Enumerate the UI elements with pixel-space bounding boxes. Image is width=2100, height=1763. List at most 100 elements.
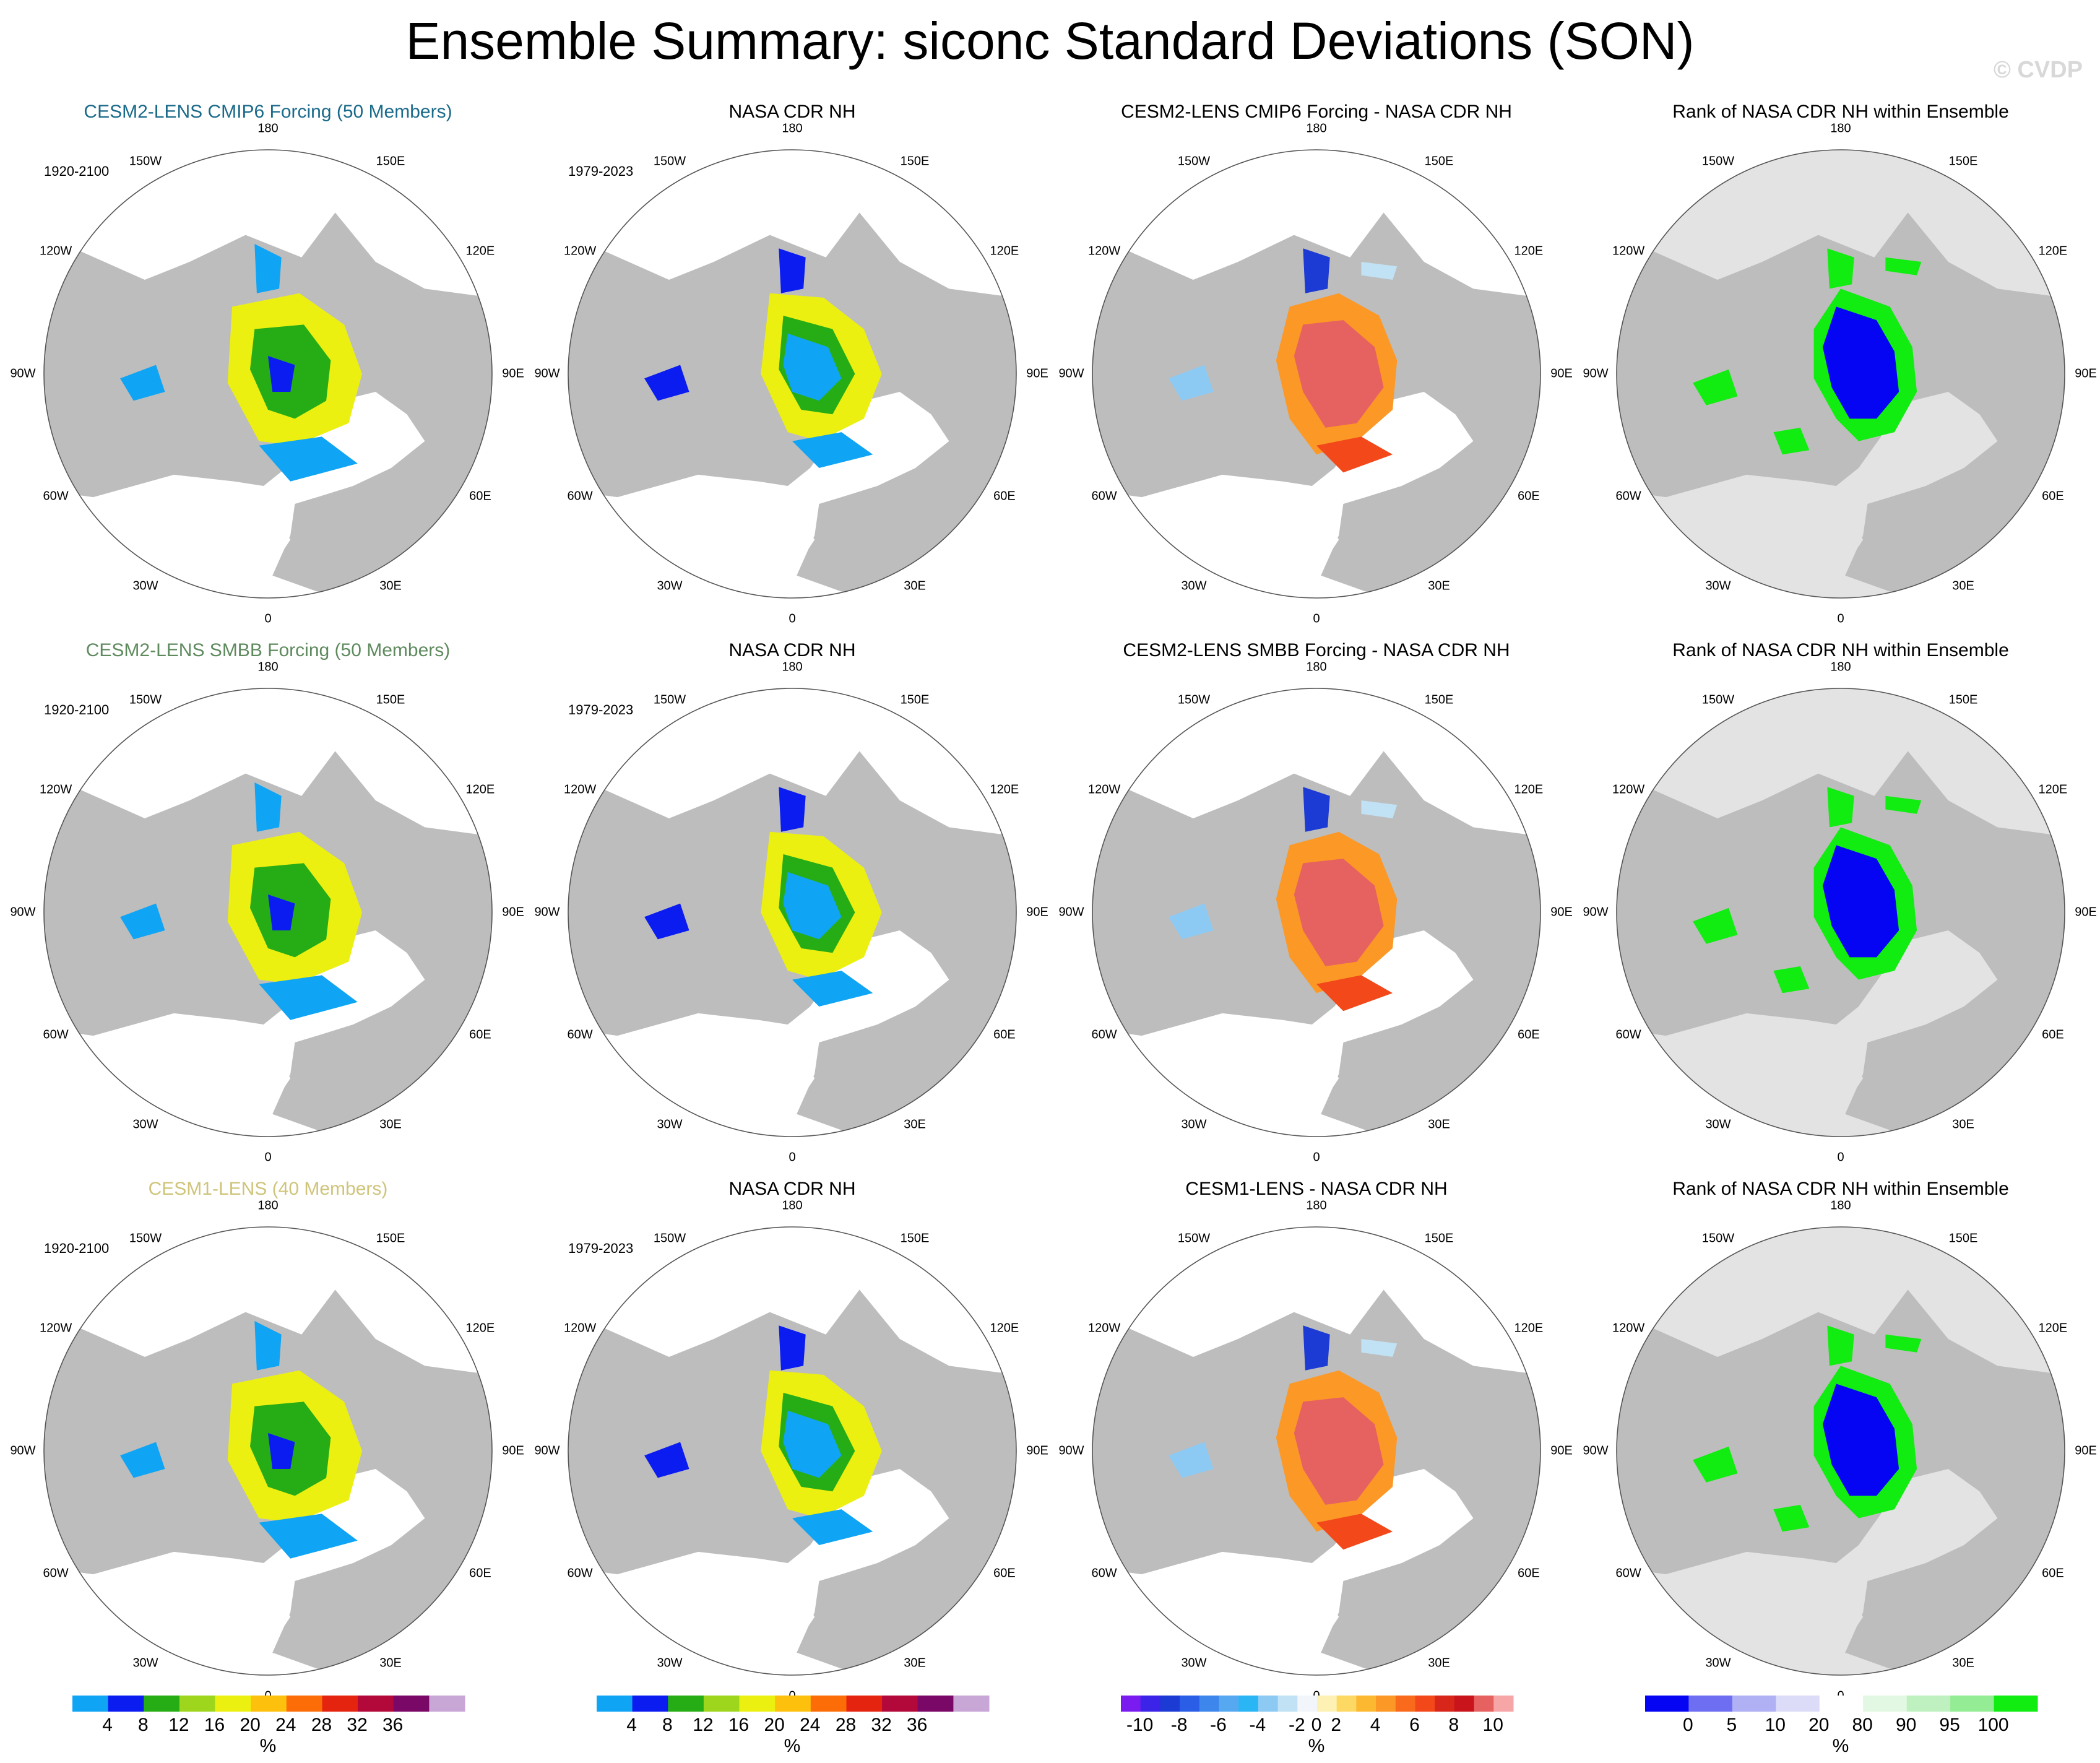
map-boundary — [1092, 688, 1541, 1137]
longitude-label: 30E — [1428, 1117, 1450, 1132]
longitude-label: 90W — [1583, 1444, 1609, 1458]
sea-inlet — [1733, 521, 1765, 549]
colorbar-tick-label: 36 — [907, 1715, 928, 1735]
longitude-label: 60E — [1518, 1028, 1540, 1042]
sea-ice-region — [120, 903, 165, 940]
colorbar-swatch — [1415, 1696, 1435, 1712]
map-content — [1092, 150, 1540, 598]
longitude-label: 180 — [782, 121, 803, 136]
longitude-label: 60W — [567, 1566, 593, 1580]
sea-ice-region — [1823, 306, 1899, 419]
land-mass — [1217, 872, 1321, 1016]
colorbar-swatch — [358, 1696, 394, 1712]
sea-ice-region — [254, 244, 282, 293]
sea-inlet — [232, 1585, 291, 1644]
panel-title-r1-diff: CESM2-LENS CMIP6 Forcing - NASA CDR NH — [1121, 102, 1512, 122]
map-boundary — [43, 149, 493, 599]
sea-ice-region — [1827, 248, 1854, 289]
longitude-label: 60E — [2042, 1566, 2064, 1580]
longitude-label: 90W — [10, 905, 36, 919]
longitude-label: 90E — [1026, 905, 1048, 919]
sea-ice-region — [792, 1509, 873, 1545]
colorbar-tick-label: 16 — [728, 1715, 750, 1735]
sea-ice-region — [259, 1514, 358, 1559]
polar-map-r1-rank — [1616, 149, 2065, 599]
longitude-label: 90W — [1583, 905, 1609, 919]
longitude-label: 120W — [1087, 1321, 1121, 1335]
polar-map-r2-rank — [1616, 688, 2065, 1137]
longitude-label: 150W — [653, 693, 686, 707]
sea-inlet — [1209, 1060, 1240, 1088]
longitude-label: 60E — [993, 489, 1016, 503]
longitude-label: 0 — [264, 1150, 272, 1164]
sea-ice-region — [1693, 907, 1738, 944]
land-mass — [693, 1410, 797, 1554]
panel-title-r1-rank: Rank of NASA CDR NH within Ensemble — [1672, 102, 2009, 122]
colorbar-swatch — [1454, 1696, 1475, 1712]
colorbar-swatch — [108, 1696, 144, 1712]
longitude-label: 60E — [993, 1028, 1016, 1042]
longitude-label: 60E — [469, 1566, 491, 1580]
sea-ice-region — [259, 975, 358, 1020]
sea-ice-region — [1773, 966, 1810, 994]
map-content — [1092, 1227, 1540, 1675]
sea-ice-region — [779, 787, 806, 832]
panel-title-r2-rank: Rank of NASA CDR NH within Ensemble — [1672, 640, 2009, 661]
longitude-label: 90E — [1026, 1444, 1048, 1458]
longitude-label: 30E — [379, 1117, 402, 1132]
colorbar-tick-label: 36 — [382, 1715, 404, 1735]
sea-inlet — [160, 521, 192, 549]
colorbar-swatch — [1906, 1696, 1951, 1712]
colorbar-tick-label: 4 — [626, 1715, 637, 1735]
longitude-label: 150E — [1424, 154, 1454, 168]
sea-ice-region — [779, 248, 806, 293]
longitude-label: 150W — [653, 154, 686, 168]
land-mass — [1742, 1410, 1846, 1554]
land-mass — [1742, 333, 1846, 477]
sea-inlet — [1281, 1585, 1339, 1644]
longitude-label: 180 — [782, 660, 803, 674]
colorbar-swatch — [775, 1696, 811, 1712]
colorbar-swatch — [1493, 1696, 1514, 1712]
period-label: 1920-2100 — [44, 702, 110, 717]
longitude-label: 60E — [469, 1028, 491, 1042]
longitude-label: 30W — [1705, 1656, 1731, 1670]
sea-inlet — [685, 1598, 716, 1626]
land-mass — [1217, 333, 1321, 477]
sea-ice-region — [792, 432, 873, 468]
sea-inlet — [1805, 508, 1864, 567]
map-content — [568, 150, 1016, 598]
colorbar-tick-label: 80 — [1852, 1715, 1873, 1735]
colorbar-swatch — [322, 1696, 358, 1712]
polar-map-r3-obs — [568, 1226, 1017, 1676]
longitude-label: 120W — [563, 1321, 597, 1335]
figure-title: Ensemble Summary: siconc Standard Deviat… — [405, 12, 1695, 70]
colorbar-tick-label: 100 — [1977, 1715, 2009, 1735]
colorbar-tick-label: -6 — [1210, 1715, 1227, 1735]
sea-ice-region — [1823, 845, 1899, 958]
longitude-label: 150E — [376, 693, 405, 707]
longitude-label: 180 — [1830, 121, 1851, 136]
colorbar-tick-label: 20 — [240, 1715, 261, 1735]
longitude-label: 120W — [39, 1321, 72, 1335]
sea-inlet — [685, 521, 716, 549]
longitude-label: 150E — [1948, 1231, 1978, 1245]
panel-title-r3-model: CESM1-LENS (40 Members) — [148, 1179, 388, 1199]
sea-ice-region — [1169, 1442, 1214, 1478]
longitude-label: 30W — [657, 1656, 683, 1670]
map-content — [1617, 150, 2065, 598]
longitude-label: 150W — [1701, 693, 1735, 707]
longitude-label: 60E — [2042, 1028, 2064, 1042]
sea-ice-region — [1693, 369, 1738, 405]
longitude-label: 180 — [257, 121, 279, 136]
longitude-label: 150E — [376, 1231, 405, 1245]
colorbar-swatch — [1732, 1696, 1776, 1712]
longitude-label: 150W — [653, 1231, 686, 1245]
longitude-label: 120E — [2038, 782, 2068, 797]
longitude-label: 90E — [1550, 905, 1573, 919]
longitude-label: 30W — [132, 579, 158, 593]
colorbar-tick-label: 16 — [204, 1715, 225, 1735]
colorbar-swatch — [1121, 1696, 1141, 1712]
polar-map-r3-diff — [1092, 1226, 1541, 1676]
longitude-label: 0 — [1837, 612, 1844, 626]
